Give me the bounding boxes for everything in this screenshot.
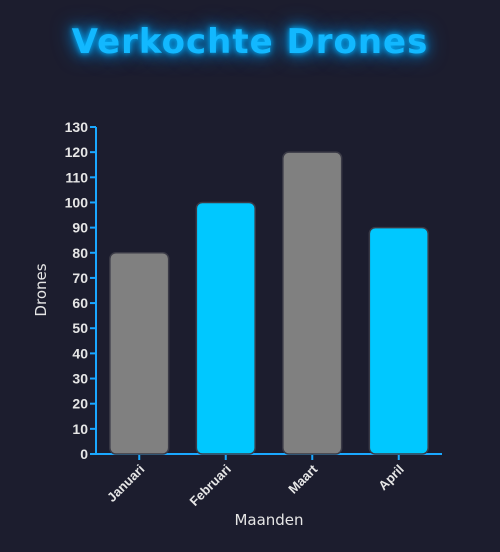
bar-maart	[282, 151, 343, 455]
y-axis: 0 10 20 30 40 50 60 70 80 90 100 110 120 130	[65, 119, 97, 462]
y-tick-label: 100	[65, 194, 89, 210]
y-axis-title: Drones	[32, 263, 50, 316]
x-tick-label: Maart	[285, 461, 321, 497]
x-axis-title: Maanden	[234, 511, 303, 529]
y-tick-label: 50	[72, 320, 88, 336]
y-tick-label: 70	[72, 270, 88, 286]
bar-februari	[195, 201, 256, 455]
y-tick-label: 90	[72, 220, 88, 236]
x-tick-label: Februari	[186, 462, 233, 509]
y-tick-label: 0	[80, 446, 88, 462]
chart-title: Verkochte Drones	[71, 22, 429, 62]
y-tick-label: 130	[65, 119, 89, 135]
bar-april	[368, 226, 429, 455]
y-tick-label: 30	[72, 371, 88, 387]
x-tick-label: Januari	[104, 462, 147, 505]
bars	[109, 151, 429, 455]
y-tick-label: 40	[72, 345, 88, 361]
y-tick-label: 60	[72, 295, 88, 311]
y-tick-label: 10	[72, 421, 88, 437]
x-axis: Januari Februari Maart April	[95, 453, 442, 509]
y-tick-label: 80	[72, 245, 88, 261]
y-tick-label: 120	[65, 144, 89, 160]
x-tick-label: April	[375, 462, 407, 494]
y-tick-label: 110	[65, 169, 88, 185]
y-tick-label: 20	[72, 396, 88, 412]
bar-januari	[109, 252, 170, 455]
